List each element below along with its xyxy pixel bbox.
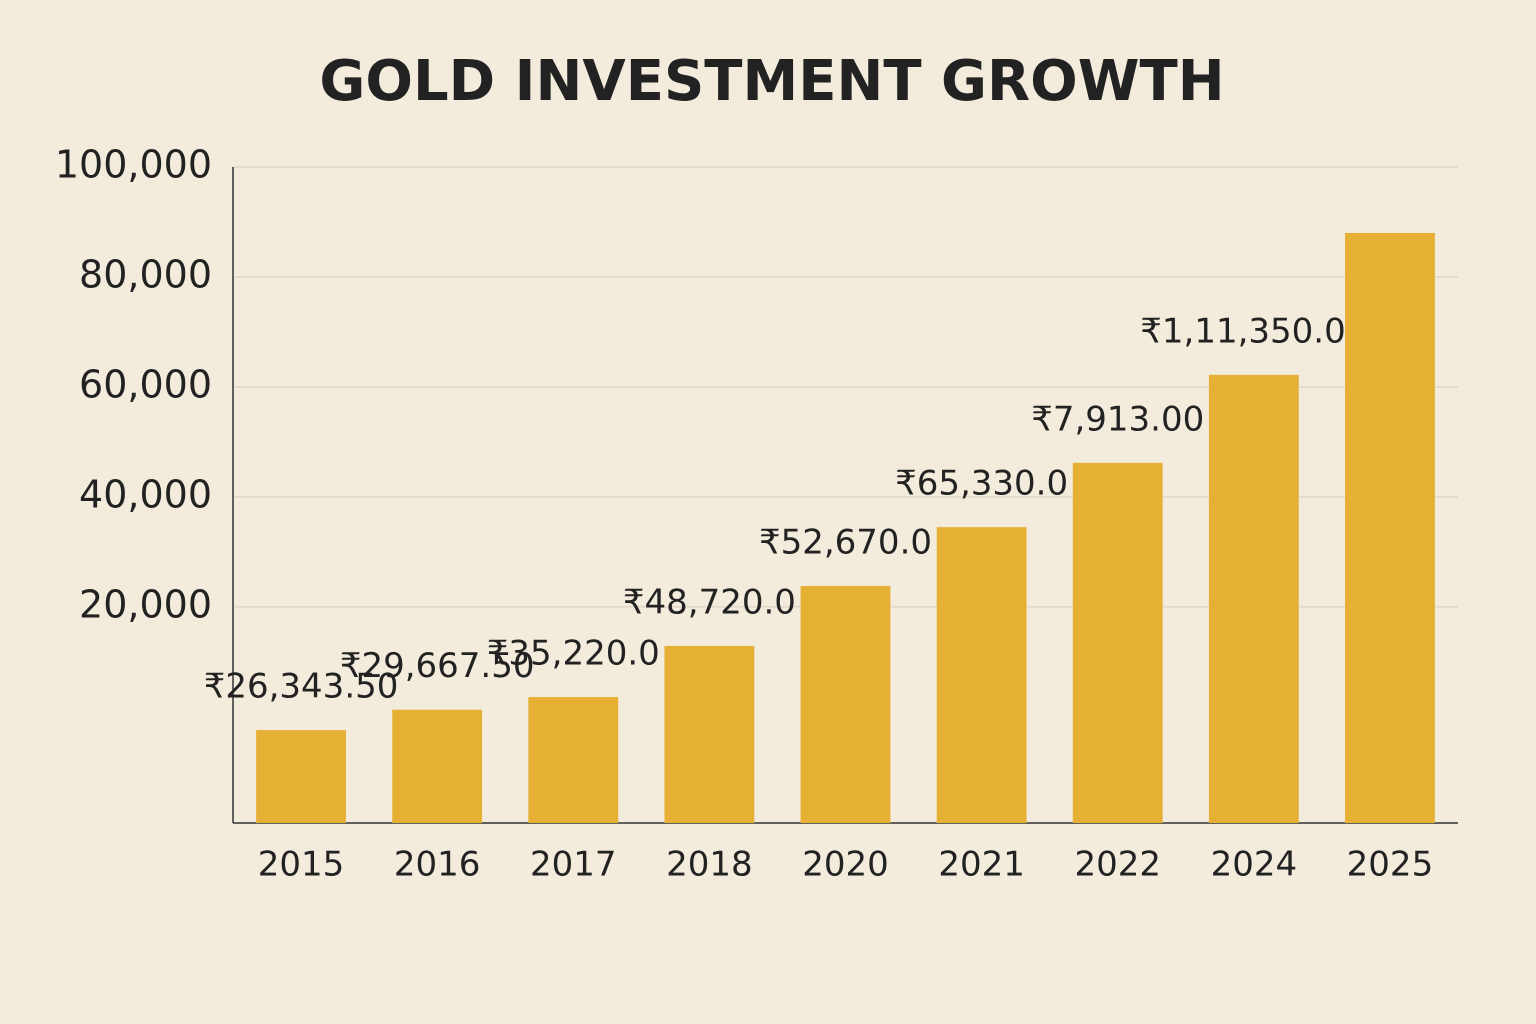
bar [256,730,346,823]
x-tick-label: 2024 [1211,845,1298,885]
bar [800,586,891,823]
x-tick-label: 2015 [258,845,345,885]
x-tick-label: 2018 [666,845,753,885]
bar-text: ₹29,667.50 [340,646,535,686]
x-tick-label: 2022 [1074,845,1161,885]
x-tick-label: 2017 [530,845,617,885]
y-tick-label: 20,000 [79,582,212,626]
bar-text: ₹1,11,350.00 [1140,311,1367,351]
y-tick-label: 40,000 [79,472,212,516]
bar [528,697,619,823]
x-tick-label: 2025 [1347,845,1434,885]
bar-text: ₹26,343.50 [204,667,399,707]
bar-text: ₹35,220.0 [487,634,660,674]
bar-text: ₹52,670.0 [759,523,932,563]
y-tick-label: 60,000 [79,362,212,406]
bar-text: ₹48,720.0 [623,582,796,622]
bar-text: ₹7,913.00 [1031,399,1204,439]
y-tick-label: 100,000 [55,143,212,187]
bar [1208,374,1299,823]
bar [392,709,483,823]
y-tick-label: 80,000 [79,252,212,296]
bar [1072,462,1163,823]
bar-text: ₹65,330.0 [895,464,1068,504]
bar [936,527,1027,823]
x-tick-label: 2016 [394,845,481,885]
x-tick-label: 2021 [938,845,1025,885]
chart-title: GOLD INVESTMENT GROWTH [319,49,1224,114]
x-tick-label: 2020 [802,845,889,885]
bar [1345,232,1435,823]
bar [664,645,755,823]
